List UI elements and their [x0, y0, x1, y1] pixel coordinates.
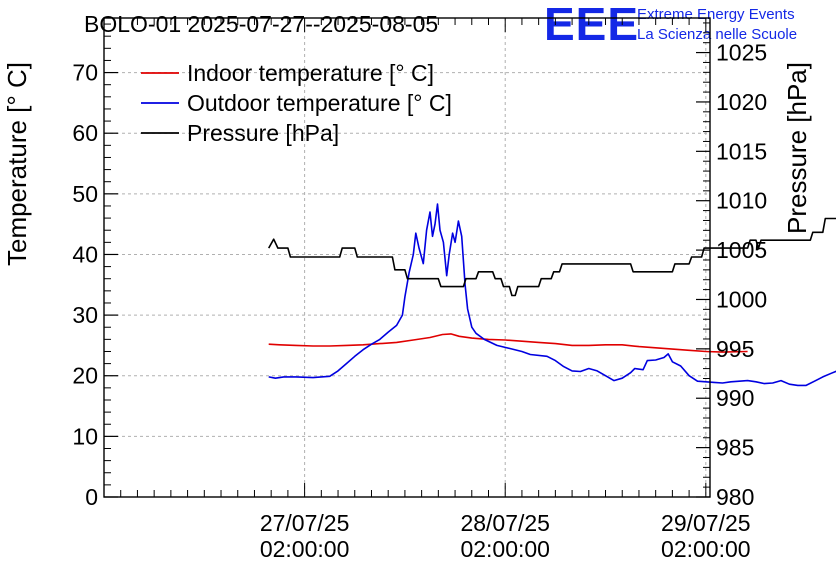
y-left-tick-label: 30: [72, 302, 98, 328]
y-right-tick-label: 1020: [716, 89, 767, 115]
legend-label-1: Indoor temperature [° C]: [187, 60, 434, 86]
plot-area: [268, 203, 836, 387]
y-right-tick-label: 1025: [716, 40, 767, 66]
legend: Indoor temperature [° C] Outdoor temperat…: [141, 60, 452, 146]
x-tick-label-date: 27/07/25: [260, 510, 350, 536]
y-left-tick-label: 50: [72, 181, 98, 207]
y-right-tick-label: 1005: [716, 237, 767, 263]
x-tick-label-date: 29/07/25: [661, 510, 751, 536]
y-left-tick-label: 60: [72, 120, 98, 146]
grid: [104, 18, 710, 497]
legend-label-3: Pressure [hPa]: [187, 120, 339, 146]
y-right-tick-label: 1010: [716, 188, 767, 214]
y-left-tick-label: 40: [72, 241, 98, 267]
legend-label-2: Outdoor temperature [° C]: [187, 90, 452, 116]
x-tick-label-date: 28/07/25: [460, 510, 550, 536]
y-left-tick-label: 10: [72, 423, 98, 449]
series-line-2: [268, 203, 836, 387]
x-tick-label-time: 02:00:00: [260, 536, 350, 562]
y-axis-left-label: Temperature [° C]: [2, 62, 32, 266]
y-right-tick-label: 995: [716, 336, 754, 362]
y-right-tick-label: 1015: [716, 138, 767, 164]
x-tick-label-time: 02:00:00: [661, 536, 751, 562]
x-tick-label-time: 02:00:00: [460, 536, 550, 562]
eee-logo-line1: Extreme Energy Events: [637, 6, 795, 23]
series-line-1: [268, 333, 748, 353]
eee-logo-mark: EEE: [544, 0, 639, 50]
y-right-tick-label: 1000: [716, 286, 767, 312]
series-line-3: [268, 217, 836, 297]
y-axis-right-label: Pressure [hPa]: [782, 62, 812, 234]
axes: 0102030405060709809859909951000100510101…: [72, 17, 767, 562]
eee-logo-line2: La Scienza nelle Scuole: [637, 26, 797, 43]
y-right-tick-label: 985: [716, 435, 754, 461]
chart-title: BOLO-01 2025-07-27--2025-08-05: [84, 11, 438, 37]
y-left-tick-label: 20: [72, 363, 98, 389]
y-left-tick-label: 0: [85, 484, 98, 510]
y-right-tick-label: 980: [716, 484, 754, 510]
plot-frame: [103, 17, 711, 498]
y-right-tick-label: 990: [716, 385, 754, 411]
y-left-tick-label: 70: [72, 60, 98, 86]
